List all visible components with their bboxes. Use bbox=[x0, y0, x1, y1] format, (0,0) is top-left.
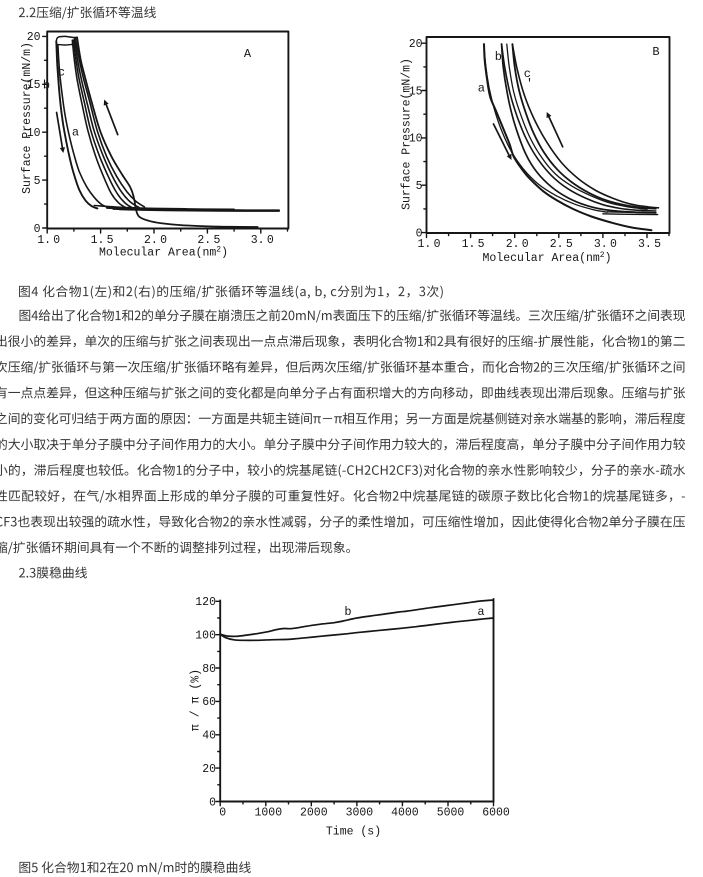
svg-text:0: 0 bbox=[34, 223, 41, 236]
svg-text:Surface Pressure(mN/m): Surface Pressure(mN/m) bbox=[401, 58, 414, 210]
svg-text:2. 5: 2. 5 bbox=[550, 238, 573, 251]
svg-text:': ' bbox=[526, 77, 533, 91]
svg-text:2000: 2000 bbox=[300, 806, 328, 819]
svg-text:3. 0: 3. 0 bbox=[251, 234, 274, 247]
svg-text:0: 0 bbox=[416, 227, 423, 240]
svg-text:100: 100 bbox=[195, 630, 216, 643]
svg-text:a: a bbox=[72, 126, 79, 140]
svg-text:6000: 6000 bbox=[482, 806, 510, 819]
svg-text:Surface Pressure(mN/m): Surface Pressure(mN/m) bbox=[21, 42, 34, 194]
svg-text:b: b bbox=[43, 79, 50, 93]
svg-text:π / π (%): π / π (%) bbox=[190, 669, 203, 731]
svg-text:c: c bbox=[524, 67, 531, 81]
svg-text:15: 15 bbox=[27, 79, 41, 92]
svg-text:120: 120 bbox=[195, 596, 216, 609]
svg-text:3. 0: 3. 0 bbox=[594, 238, 617, 251]
svg-text:60: 60 bbox=[202, 696, 216, 709]
svg-text:80: 80 bbox=[202, 663, 216, 676]
svg-text:20: 20 bbox=[27, 31, 41, 44]
svg-text:15: 15 bbox=[409, 85, 423, 98]
svg-text:1. 5: 1. 5 bbox=[91, 234, 114, 247]
svg-text:B: B bbox=[652, 45, 659, 59]
svg-text:1000: 1000 bbox=[254, 806, 282, 819]
svg-text:2. 5: 2. 5 bbox=[197, 234, 220, 247]
svg-text:2. 0: 2. 0 bbox=[144, 234, 167, 247]
svg-text:5: 5 bbox=[416, 180, 423, 193]
svg-text:0: 0 bbox=[209, 796, 216, 809]
svg-text:A: A bbox=[244, 47, 252, 61]
svg-text:Molecular Area(nm2): Molecular Area(nm2) bbox=[482, 251, 611, 265]
svg-text:3000: 3000 bbox=[346, 806, 374, 819]
svg-text:4000: 4000 bbox=[391, 806, 419, 819]
svg-text:10: 10 bbox=[409, 133, 423, 146]
svg-text:c: c bbox=[58, 66, 65, 80]
svg-text:1. 5: 1. 5 bbox=[462, 238, 485, 251]
svg-text:Molecular Area(nm2): Molecular Area(nm2) bbox=[99, 245, 228, 259]
svg-text:a: a bbox=[478, 81, 485, 95]
svg-text:1. 0: 1. 0 bbox=[37, 234, 60, 247]
svg-text:3. 5: 3. 5 bbox=[638, 238, 661, 251]
svg-text:1. 0: 1. 0 bbox=[417, 238, 440, 251]
svg-text:0: 0 bbox=[219, 806, 226, 819]
svg-text:Time (s): Time (s) bbox=[326, 826, 381, 839]
svg-text:a: a bbox=[477, 605, 484, 619]
svg-text:5000: 5000 bbox=[437, 806, 465, 819]
svg-text:20: 20 bbox=[409, 38, 423, 51]
svg-text:40: 40 bbox=[202, 730, 216, 743]
svg-text:5: 5 bbox=[34, 175, 41, 188]
svg-text:b: b bbox=[495, 50, 502, 64]
svg-text:10: 10 bbox=[27, 127, 41, 140]
svg-text:20: 20 bbox=[202, 763, 216, 776]
svg-text:2. 0: 2. 0 bbox=[506, 238, 529, 251]
svg-text:b: b bbox=[344, 605, 351, 619]
